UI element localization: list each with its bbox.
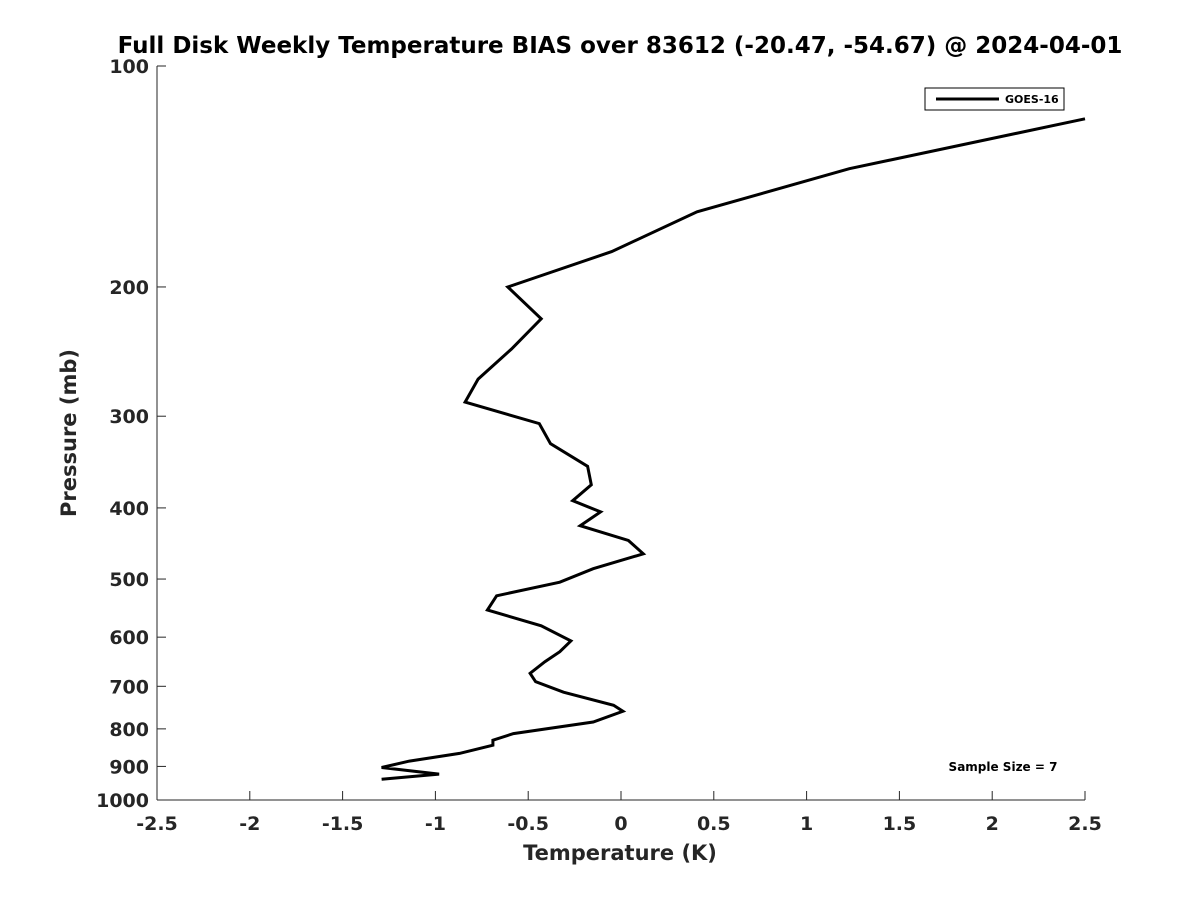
x-tick-label: -2.5 — [136, 813, 178, 835]
chart-title: Full Disk Weekly Temperature BIAS over 8… — [118, 33, 1123, 59]
x-tick-label: 2 — [986, 813, 999, 835]
x-tick-label: 1.5 — [883, 813, 917, 835]
x-tick-label: 0 — [614, 813, 627, 835]
x-tick-label: -2 — [239, 813, 260, 835]
x-axis-label: Temperature (K) — [523, 841, 717, 865]
y-axis-ticks: 100 200 300 400 500 600 700 800 900 1000 — [96, 56, 166, 812]
x-tick-label: 2.5 — [1068, 813, 1102, 835]
x-tick-label: -0.5 — [507, 813, 549, 835]
y-tick-label: 800 — [109, 719, 149, 741]
legend[interactable]: GOES-16 — [924, 87, 1065, 111]
legend-label-goes-16: GOES-16 — [1005, 93, 1059, 106]
sample-size-note: Sample Size = 7 — [949, 760, 1058, 774]
series-group — [381, 117, 1086, 781]
x-tick-label: -1.5 — [322, 813, 364, 835]
y-tick-label: 300 — [109, 406, 149, 428]
y-tick-label: 200 — [109, 277, 149, 299]
x-tick-label: 0.5 — [697, 813, 731, 835]
x-tick-label: -1 — [425, 813, 446, 835]
y-tick-label: 700 — [109, 676, 149, 698]
y-tick-label: 100 — [109, 56, 149, 78]
y-tick-label: 600 — [109, 627, 149, 649]
y-tick-label: 400 — [109, 498, 149, 520]
x-tick-label: 1 — [800, 813, 813, 835]
y-tick-label: 900 — [109, 756, 149, 778]
y-tick-label: 1000 — [96, 790, 149, 812]
series-line-goes-16 — [381, 117, 1086, 781]
x-axis-ticks: -2.5 -2 -1.5 -1 -0.5 0 0.5 1 1.5 2 2.5 — [136, 791, 1102, 835]
y-tick-label: 500 — [109, 569, 149, 591]
y-axis-label: Pressure (mb) — [57, 349, 81, 517]
